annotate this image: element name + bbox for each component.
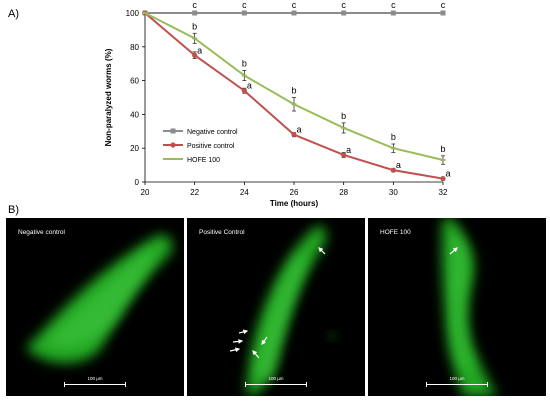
significance-letter: c bbox=[242, 0, 247, 10]
y-tick-label: 20 bbox=[130, 144, 139, 153]
series-line-1 bbox=[144, 12, 444, 180]
x-axis-label: Time (hours) bbox=[270, 199, 319, 208]
x-tick-label: 22 bbox=[190, 188, 199, 197]
data-point bbox=[440, 176, 446, 182]
x-tick-label: 26 bbox=[290, 188, 299, 197]
arrow-icons bbox=[229, 247, 326, 359]
data-point bbox=[291, 10, 297, 16]
x-tick-label: 32 bbox=[439, 188, 448, 197]
significance-letter: a bbox=[346, 145, 351, 155]
data-point bbox=[192, 10, 198, 16]
scale-bar-label: 100 µm bbox=[449, 376, 465, 381]
significance-letter: b bbox=[391, 132, 396, 142]
y-tick-label: 40 bbox=[130, 110, 139, 119]
data-point bbox=[192, 52, 198, 58]
micrograph-label: Positive Control bbox=[199, 229, 245, 236]
scale-bar bbox=[64, 382, 126, 387]
y-tick-label: 60 bbox=[130, 77, 139, 86]
micrograph-negative-control: Negative control 100 µm bbox=[6, 218, 184, 396]
significance-letter: b bbox=[440, 144, 445, 154]
data-point bbox=[341, 10, 347, 16]
panel-a-label: A) bbox=[8, 8, 19, 20]
significance-letter: a bbox=[197, 45, 202, 55]
micrograph-label: Negative control bbox=[18, 229, 65, 236]
x-tick-label: 20 bbox=[141, 188, 150, 197]
y-tick-label: 80 bbox=[130, 43, 139, 52]
significance-letter: b bbox=[192, 21, 197, 31]
significance-letter: c bbox=[441, 0, 446, 10]
scale-bar-label: 100 µm bbox=[268, 376, 284, 381]
panel-b-label: B) bbox=[8, 204, 19, 216]
significance-letter: b bbox=[341, 111, 346, 121]
data-point bbox=[440, 10, 446, 16]
significance-letter: c bbox=[192, 0, 197, 10]
worm-image bbox=[229, 225, 337, 396]
data-point bbox=[291, 132, 297, 138]
significance-letter: a bbox=[445, 169, 450, 179]
arrow-icon bbox=[449, 247, 458, 255]
legend-marker bbox=[170, 142, 176, 148]
worm-image bbox=[26, 234, 173, 363]
worm-image bbox=[441, 218, 498, 396]
micrograph-positive-control: Positive Control 100 µm bbox=[187, 218, 365, 396]
scale-bar bbox=[426, 382, 488, 387]
significance-letter: c bbox=[292, 0, 297, 10]
significance-letter: a bbox=[247, 81, 252, 91]
x-tick-label: 28 bbox=[339, 188, 348, 197]
significance-letter: c bbox=[391, 0, 396, 10]
scale-bar bbox=[245, 382, 307, 387]
y-axis-label: Non-paralyzed worms (%) bbox=[104, 48, 113, 146]
data-point bbox=[241, 10, 247, 16]
legend-label: HOFE 100 bbox=[187, 157, 220, 164]
data-point bbox=[241, 88, 247, 94]
legend-marker bbox=[170, 128, 176, 134]
legend-label: Positive control bbox=[187, 143, 235, 150]
x-tick-label: 24 bbox=[240, 188, 249, 197]
significance-letter: b bbox=[242, 58, 247, 68]
significance-letter: b bbox=[291, 86, 296, 96]
legend-label: Negative control bbox=[187, 129, 238, 136]
significance-letter: a bbox=[396, 160, 401, 170]
data-point bbox=[341, 152, 347, 158]
data-point bbox=[390, 10, 396, 16]
data-point bbox=[390, 167, 396, 173]
x-tick-label: 30 bbox=[389, 188, 398, 197]
significance-letter: c bbox=[341, 0, 346, 10]
y-tick-label: 100 bbox=[126, 9, 140, 18]
significance-letter: a bbox=[296, 125, 301, 135]
micrograph-hofe-100: HOFE 100 100 µm bbox=[368, 218, 546, 396]
scale-bar-label: 100 µm bbox=[87, 376, 103, 381]
y-tick-label: 0 bbox=[135, 178, 140, 187]
micrograph-label: HOFE 100 bbox=[380, 229, 411, 236]
